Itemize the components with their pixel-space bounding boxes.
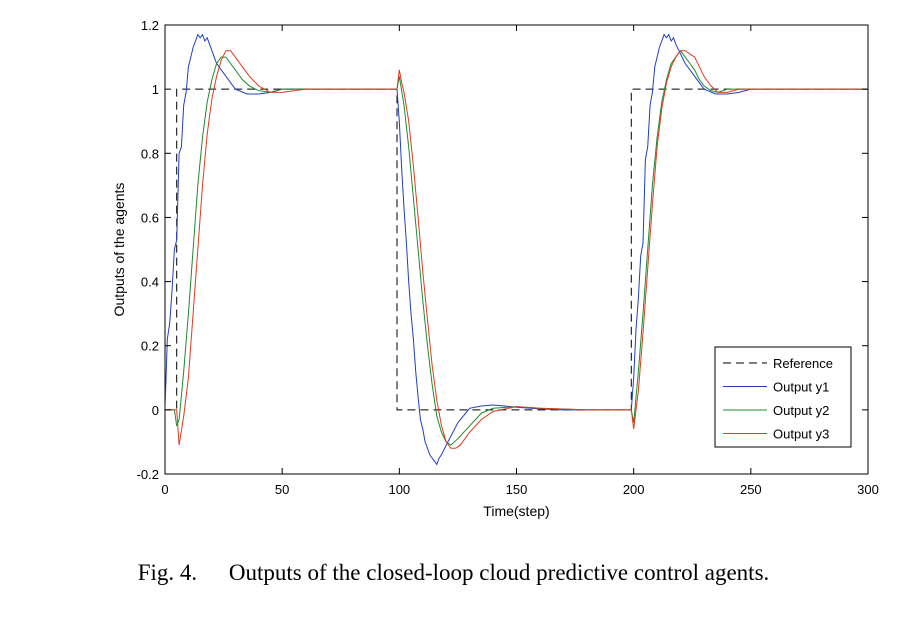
y-tick-label: 1 — [152, 82, 159, 97]
figure-caption: Fig. 4. Outputs of the closed-loop cloud… — [0, 560, 907, 586]
x-axis-ticks: 0 50 100 150 200 250 300 — [161, 25, 879, 497]
x-tick-label: 250 — [740, 482, 762, 497]
legend-label-3: Output y3 — [773, 427, 829, 442]
caption-text: Outputs of the closed-loop cloud predict… — [228, 560, 770, 585]
series-line-1 — [165, 33, 868, 466]
y-tick-label: 0.6 — [141, 210, 159, 225]
y-tick-label: 0 — [152, 403, 159, 418]
legend-label-2: Output y2 — [773, 403, 829, 418]
x-tick-label: 300 — [857, 482, 879, 497]
x-tick-label: 150 — [506, 482, 528, 497]
x-tick-label: 0 — [161, 482, 168, 497]
legend: Reference Output y1 Output y2 Output y3 — [714, 346, 852, 448]
y-tick-label: 0.4 — [141, 275, 159, 290]
plot-area — [164, 24, 869, 475]
x-tick-label: 200 — [623, 482, 645, 497]
series-line-3 — [165, 50, 868, 449]
y-axis-ticks: -0.2 0 0.2 0.4 0.6 0.8 1 1.2 — [137, 18, 868, 482]
y-tick-label: -0.2 — [137, 467, 159, 482]
y-tick-label: 0.8 — [141, 146, 159, 161]
figure-number: Fig. 4. — [137, 560, 198, 585]
series-line-2 — [165, 49, 868, 446]
x-tick-label: 50 — [275, 482, 289, 497]
y-axis-label: Outputs of the agents — [111, 183, 127, 317]
series-line-0 — [165, 88, 868, 411]
y-tick-label: 1.2 — [141, 18, 159, 33]
x-tick-label: 100 — [388, 482, 410, 497]
legend-label-1: Output y1 — [773, 380, 829, 395]
x-axis-label: Time(step) — [483, 503, 549, 519]
legend-label-0: Reference — [773, 356, 833, 371]
legend-box — [714, 346, 852, 448]
y-tick-label: 0.2 — [141, 339, 159, 354]
